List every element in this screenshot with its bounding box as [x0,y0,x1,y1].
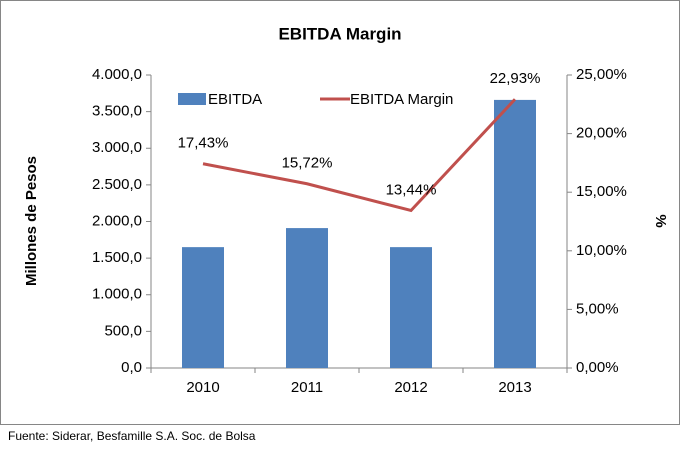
x-tick-label: 2010 [186,379,219,396]
data-label: 13,44% [386,181,437,198]
y-tick-label: 3.500,0 [92,103,142,120]
y-tick-label: 2.500,0 [92,176,142,193]
y2-axis-label: % [652,214,669,227]
line [202,98,517,213]
bar [390,247,432,368]
y-tick-label: 500,0 [104,322,142,339]
y2-tick-label: 20,00% [576,125,627,142]
data-label: 15,72% [282,155,333,172]
y2-tick-label: 25,00% [576,66,627,83]
x-tick-label: 2011 [291,379,323,396]
x-tick-label: 2013 [498,379,531,396]
x-tick-label: 2012 [394,379,427,396]
bar [286,228,328,368]
y-tick-label: 0,0 [121,359,142,376]
bar [494,99,536,368]
legend-label: EBITDA [208,91,262,108]
data-label: 22,93% [490,70,541,87]
source-note: Fuente: Siderar, Besfamille S.A. Soc. de… [8,429,256,443]
chart-title: EBITDA Margin [278,24,401,43]
legend-swatch [178,93,206,105]
y2-tick-label: 15,00% [576,183,627,200]
y2-tick-label: 5,00% [576,300,619,317]
y-tick-label: 1.000,0 [92,286,142,303]
data-label: 17,43% [178,135,229,152]
y-tick-label: 4.000,0 [92,66,142,83]
y-tick-label: 1.500,0 [92,249,142,266]
y-axis-label: Millones de Pesos [23,156,40,286]
bar [182,247,224,368]
y2-tick-label: 10,00% [576,242,627,259]
y2-tick-label: 0,00% [576,359,619,376]
y-tick-label: 3.000,0 [92,139,142,156]
legend-label: EBITDA Margin [350,91,453,108]
y-tick-label: 2.000,0 [92,212,142,229]
chart-border [0,0,680,425]
